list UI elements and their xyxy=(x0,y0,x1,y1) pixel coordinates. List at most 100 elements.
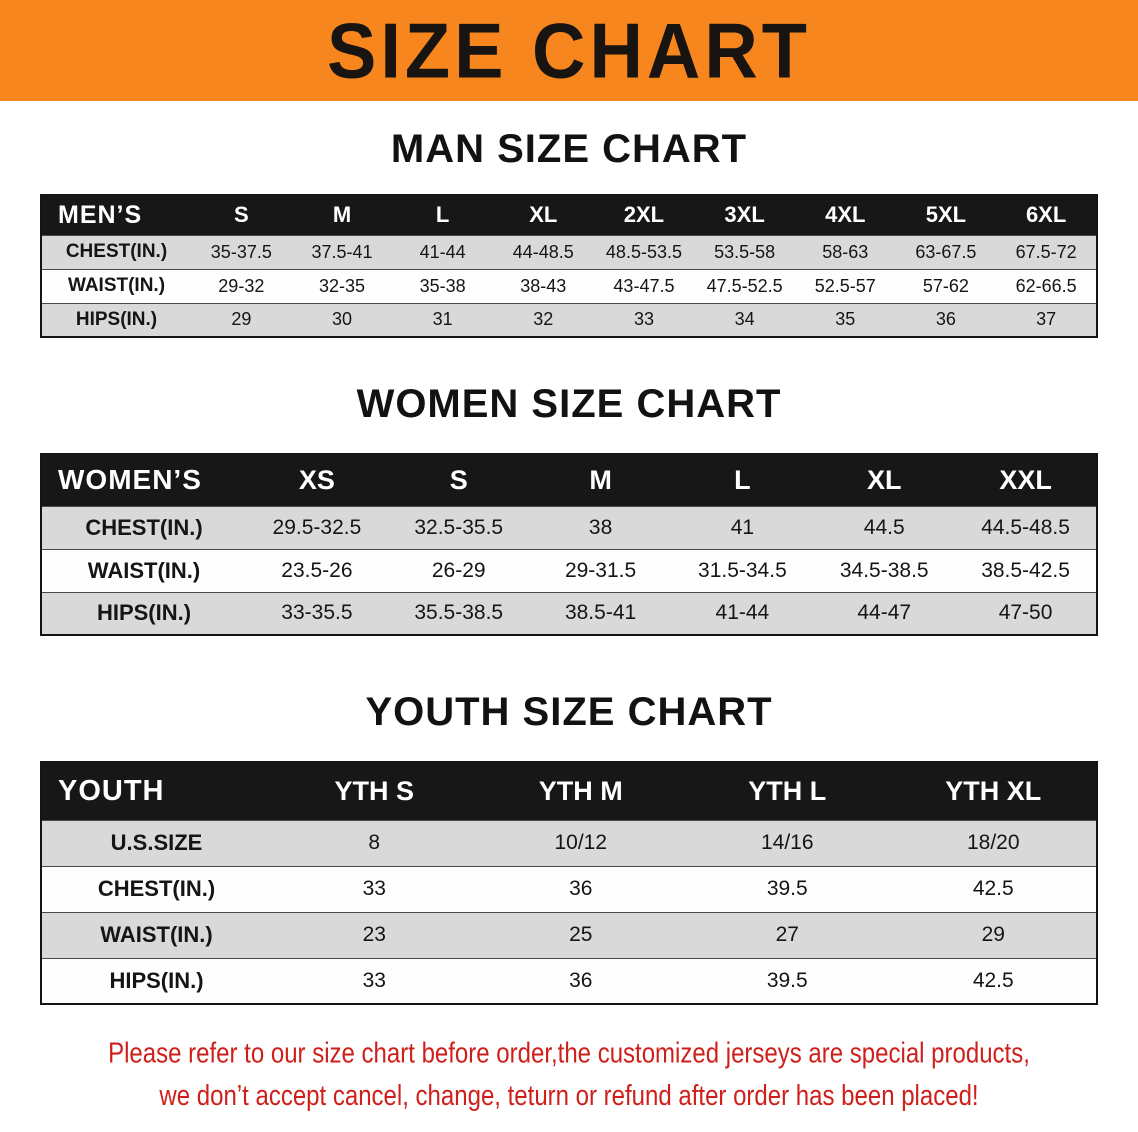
row-label: WAIST(IN.) xyxy=(41,911,271,958)
size-column-header: XL xyxy=(866,464,902,495)
measurement-cell: 35.5-38.5 xyxy=(387,591,530,635)
measurement-cell: 30 xyxy=(291,302,393,337)
measurement-cell: 27 xyxy=(684,911,891,958)
measurement-cell: 25 xyxy=(477,911,684,958)
row-label: HIPS(IN.) xyxy=(41,957,271,1004)
table-row: CHEST(IN.) 33 36 39.5 42.5 xyxy=(41,865,1097,912)
measurement-cell: 33 xyxy=(271,957,478,1004)
size-column-header: XL xyxy=(529,202,558,228)
measurement-cell: 41-44 xyxy=(671,591,814,635)
measurement-cell: 36 xyxy=(895,302,997,337)
measurement-cell: 35-37.5 xyxy=(191,234,292,269)
measurement-cell: 33 xyxy=(271,865,478,912)
measurement-cell: 34 xyxy=(694,302,795,337)
table-corner-label: WOMEN’S xyxy=(58,464,202,496)
table-row: U.S.SIZE 8 10/12 14/16 18/20 xyxy=(41,819,1097,866)
size-column-header: YTH L xyxy=(748,775,827,806)
measurement-cell: 57-62 xyxy=(895,268,997,303)
measurement-cell: 35 xyxy=(794,302,896,337)
size-column-header: 5XL xyxy=(925,202,967,228)
measurement-cell: 38 xyxy=(529,505,672,549)
table-row: CHEST(IN.) 35-37.5 37.5-41 41-44 44-48.5 48.5… xyxy=(41,234,1097,269)
table-row: WAIST(IN.) 29-32 32-35 35-38 38-43 43-47.5 47.… xyxy=(41,268,1097,303)
table-header-row: MEN’S S M L XL 2XL 3XL 4XL 5XL 6XL xyxy=(41,195,1097,235)
men-heading: MAN SIZE CHART xyxy=(390,127,748,171)
measurement-cell: 58-63 xyxy=(794,234,896,269)
measurement-cell: 53.5-58 xyxy=(694,234,795,269)
page-title: SIZE CHART xyxy=(327,6,811,95)
measurement-cell: 35-38 xyxy=(392,268,493,303)
measurement-cell: 29 xyxy=(890,911,1097,958)
row-label: CHEST(IN.) xyxy=(41,505,246,549)
measurement-cell: 8 xyxy=(271,819,478,866)
measurement-cell: 36 xyxy=(477,957,684,1004)
measurement-cell: 43-47.5 xyxy=(593,268,695,303)
measurement-cell: 67.5-72 xyxy=(996,234,1097,269)
measurement-cell: 29.5-32.5 xyxy=(246,505,388,549)
row-label: U.S.SIZE xyxy=(41,819,271,866)
row-label: WAIST(IN.) xyxy=(41,548,246,592)
disclaimer-line-1: Please refer to our size chart before or… xyxy=(108,1037,1030,1070)
women-section: WOMEN SIZE CHART WOMEN’S XS S M L XL XXL CHEST(… xyxy=(40,382,1098,636)
size-column-header: L xyxy=(734,464,751,495)
measurement-cell: 18/20 xyxy=(890,819,1097,866)
size-column-header: 4XL xyxy=(825,202,866,228)
measurement-cell: 36 xyxy=(477,865,684,912)
table-header-row: WOMEN’S XS S M L XL XXL xyxy=(41,454,1097,506)
size-column-header: 2XL xyxy=(623,202,665,228)
row-label: CHEST(IN.) xyxy=(41,234,191,269)
size-column-header: L xyxy=(435,202,450,228)
size-column-header: 3XL xyxy=(724,202,765,228)
size-column-header: S xyxy=(449,464,468,495)
measurement-cell: 14/16 xyxy=(684,819,891,866)
measurement-cell: 38.5-42.5 xyxy=(955,548,1097,592)
content: MAN SIZE CHART MEN’S S M L XL 2XL 3XL 4XL 5XL 6XL… xyxy=(0,127,1138,1112)
size-column-header: YTH XL xyxy=(945,775,1042,806)
size-column-header: M xyxy=(589,464,612,495)
size-column-header: S xyxy=(233,202,249,228)
measurement-cell: 33 xyxy=(593,302,695,337)
measurement-cell: 29-31.5 xyxy=(529,548,672,592)
size-column-header: XXL xyxy=(999,464,1052,495)
women-size-table: WOMEN’S XS S M L XL XXL CHEST(IN.) 29.5-32.5 32.5… xyxy=(40,453,1098,636)
row-label: HIPS(IN.) xyxy=(41,591,246,635)
row-label: CHEST(IN.) xyxy=(41,865,271,912)
measurement-cell: 37.5-41 xyxy=(291,234,393,269)
table-row: WAIST(IN.) 23 25 27 29 xyxy=(41,911,1097,958)
disclaimer-line-2: we don’t accept cancel, change, teturn o… xyxy=(159,1080,979,1113)
measurement-cell: 38-43 xyxy=(492,268,594,303)
measurement-cell: 42.5 xyxy=(890,957,1097,1004)
size-column-header: 6XL xyxy=(1025,202,1067,228)
measurement-cell: 62-66.5 xyxy=(996,268,1097,303)
table-corner-label: YOUTH xyxy=(58,774,165,807)
measurement-cell: 34.5-38.5 xyxy=(813,548,956,592)
measurement-cell: 44.5-48.5 xyxy=(955,505,1097,549)
youth-heading: YOUTH SIZE CHART xyxy=(365,690,773,734)
table-corner-label: MEN’S xyxy=(58,200,143,229)
measurement-cell: 44-48.5 xyxy=(492,234,594,269)
measurement-cell: 39.5 xyxy=(684,865,891,912)
measurement-cell: 31 xyxy=(392,302,493,337)
disclaimer: Please refer to our size chart before or… xyxy=(40,1033,1098,1118)
measurement-cell: 44-47 xyxy=(813,591,956,635)
table-header-row: YOUTH YTH S YTH M YTH L YTH XL xyxy=(41,762,1097,820)
banner: SIZE CHART xyxy=(0,0,1138,101)
measurement-cell: 32 xyxy=(492,302,594,337)
measurement-cell: 39.5 xyxy=(684,957,891,1004)
youth-size-table: YOUTH YTH S YTH M YTH L YTH XL U.S.SIZE 8 10/12… xyxy=(40,761,1098,1005)
size-column-header: YTH S xyxy=(334,775,414,806)
measurement-cell: 29 xyxy=(191,302,292,337)
measurement-cell: 38.5-41 xyxy=(529,591,672,635)
size-column-header: M xyxy=(332,202,352,228)
table-row: HIPS(IN.) 29 30 31 32 33 34 35 36 37 xyxy=(41,302,1097,337)
row-label: WAIST(IN.) xyxy=(41,268,191,303)
measurement-cell: 42.5 xyxy=(890,865,1097,912)
measurement-cell: 10/12 xyxy=(477,819,684,866)
men-size-table: MEN’S S M L XL 2XL 3XL 4XL 5XL 6XL CHEST(IN.) 35-37… xyxy=(40,194,1098,338)
measurement-cell: 47-50 xyxy=(955,591,1097,635)
measurement-cell: 32-35 xyxy=(291,268,393,303)
measurement-cell: 47.5-52.5 xyxy=(694,268,795,303)
women-heading: WOMEN SIZE CHART xyxy=(356,382,782,426)
measurement-cell: 41 xyxy=(671,505,814,549)
